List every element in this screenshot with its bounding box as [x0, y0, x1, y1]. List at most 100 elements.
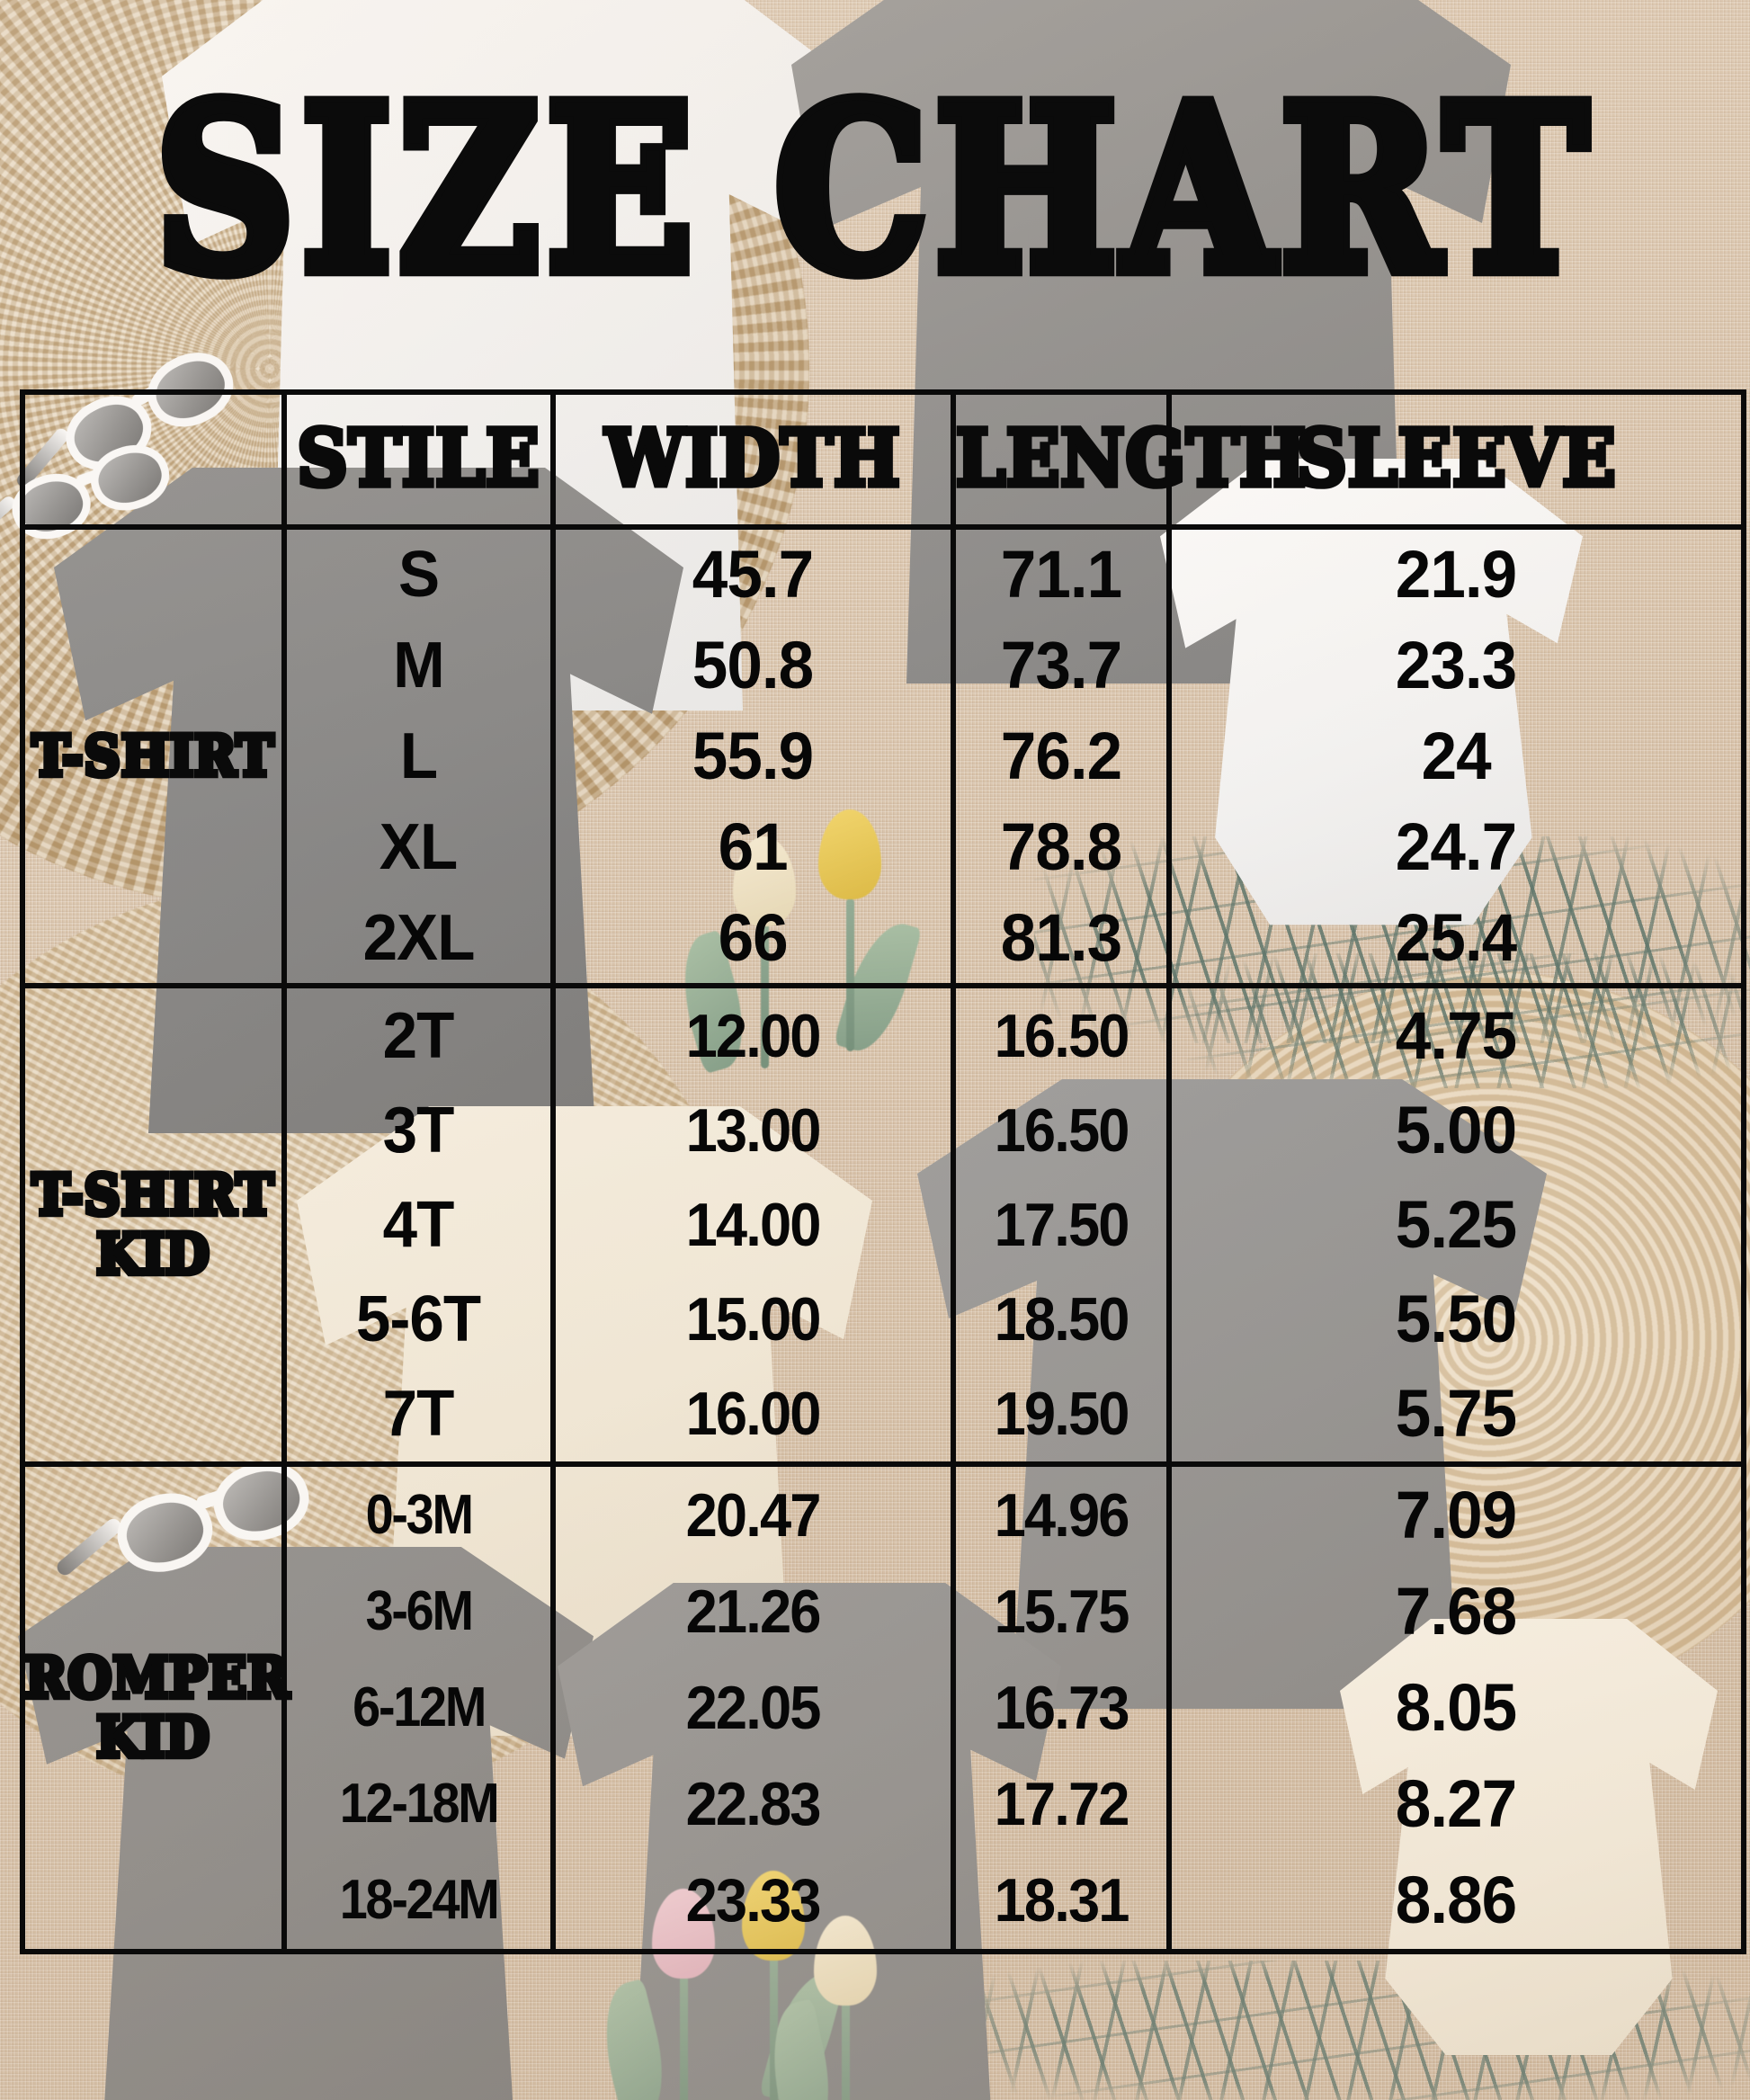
category-label: T-SHIRT KID: [30, 1162, 276, 1288]
sleeve-value: 5.50: [1396, 1282, 1517, 1357]
length-value: 15.75: [994, 1577, 1130, 1646]
length-cell-tshirt: 71.1 73.7 76.2 78.8 81.3: [951, 524, 1172, 988]
style-value: XL: [379, 810, 458, 883]
width-value: 22.83: [686, 1770, 822, 1839]
width-value: 55.9: [692, 718, 814, 793]
style-value: 18-24M: [339, 1869, 500, 1932]
style-value: 6-12M: [353, 1676, 487, 1738]
header-cell-category: [20, 389, 287, 530]
sleeve-value: 8.86: [1396, 1863, 1517, 1938]
header-cell-sleeve: SLEEVE: [1166, 389, 1746, 530]
style-value: 3T: [383, 1094, 455, 1166]
width-value: 15.00: [686, 1285, 822, 1354]
width-cell-romper-kid: 20.47 21.26 22.05 22.83 23.33: [550, 1461, 956, 1954]
length-value: 76.2: [1000, 718, 1122, 793]
style-value: M: [393, 630, 445, 702]
style-cell-romper-kid: 0-3M 3-6M 6-12M 12-18M 18-24M: [281, 1461, 556, 1954]
width-cell-tshirt: 45.7 50.8 55.9 61 66: [550, 524, 956, 988]
header-cell-width: WIDTH: [550, 389, 956, 530]
style-value: L: [399, 719, 438, 792]
sleeve-cell-tshirt: 21.9 23.3 24 24.7 25.4: [1166, 524, 1746, 988]
sleeve-value-list: 7.09 7.68 8.05 8.27 8.86: [1172, 1467, 1741, 1949]
width-value: 21.26: [686, 1577, 822, 1646]
size-chart-table: STILE WIDTH LENGTH SLEEVE T-SHIRT S M L: [20, 389, 1746, 1954]
length-value: 19.50: [994, 1380, 1130, 1449]
width-value: 66: [718, 899, 789, 975]
length-value: 17.50: [994, 1190, 1130, 1259]
header-label-style: STILE: [294, 414, 541, 505]
style-value: 0-3M: [365, 1483, 473, 1546]
sleeve-value: 21.9: [1396, 537, 1517, 612]
header-label-sleeve: SLEEVE: [1293, 414, 1618, 505]
category-cell-romper-kid: ROMPER KID: [20, 1461, 292, 1954]
length-value-list: 14.96 15.75 16.73 17.72 18.31: [956, 1467, 1166, 1949]
table-row: T-SHIRT KID 2T 3T 4T 5-6T 7T 12.00 13.00…: [20, 983, 1746, 1467]
length-value: 16.50: [994, 1095, 1130, 1165]
style-value: 3-6M: [365, 1579, 473, 1642]
width-value: 13.00: [686, 1095, 822, 1165]
category-cell-tshirt: T-SHIRT: [20, 524, 287, 988]
length-value-list: 16.50 16.50 17.50 18.50 19.50: [956, 988, 1166, 1461]
style-value: 7T: [383, 1378, 455, 1451]
sleeve-value: 4.75: [1396, 997, 1517, 1073]
style-value-list: S M L XL 2XL: [287, 530, 550, 983]
style-cell-tshirt: S M L XL 2XL: [281, 524, 556, 988]
sleeve-value: 5.00: [1396, 1092, 1517, 1167]
category-label: ROMPER KID: [22, 1645, 292, 1771]
width-value: 22.05: [686, 1673, 822, 1742]
length-value: 71.1: [1000, 537, 1122, 612]
header-cell-length: LENGTH: [951, 389, 1308, 530]
style-value: 4T: [383, 1188, 455, 1261]
length-value: 16.50: [994, 1001, 1130, 1070]
sleeve-value: 8.27: [1396, 1766, 1517, 1842]
length-cell-tshirt-kid: 16.50 16.50 17.50 18.50 19.50: [951, 983, 1172, 1467]
width-value: 23.33: [686, 1866, 822, 1935]
length-value: 16.73: [994, 1673, 1130, 1742]
width-value: 61: [718, 809, 789, 884]
length-value: 18.31: [994, 1866, 1130, 1935]
header-label-width: WIDTH: [603, 414, 902, 505]
width-value: 45.7: [692, 537, 814, 612]
style-value: S: [397, 539, 440, 612]
style-value: 2T: [383, 999, 455, 1072]
style-value-list: 0-3M 3-6M 6-12M 12-18M 18-24M: [287, 1467, 550, 1949]
style-value: 2XL: [362, 901, 476, 974]
style-value-list: 2T 3T 4T 5-6T 7T: [287, 988, 550, 1461]
width-value: 20.47: [686, 1480, 822, 1550]
length-value: 14.96: [994, 1480, 1130, 1550]
length-value: 18.50: [994, 1285, 1130, 1354]
width-value-list: 12.00 13.00 14.00 15.00 16.00: [556, 988, 951, 1461]
sleeve-value-list: 21.9 23.3 24 24.7 25.4: [1172, 530, 1741, 983]
sleeve-value: 25.4: [1396, 899, 1517, 975]
header-label-length: LENGTH: [953, 414, 1308, 505]
length-value: 78.8: [1000, 809, 1122, 884]
header-cell-style: STILE: [281, 389, 556, 530]
sleeve-value: 24: [1421, 718, 1492, 793]
width-value-list: 45.7 50.8 55.9 61 66: [556, 530, 951, 983]
length-value: 17.72: [994, 1770, 1130, 1839]
sleeve-value: 7.68: [1396, 1573, 1517, 1649]
width-value: 16.00: [686, 1380, 822, 1449]
table-row: ROMPER KID 0-3M 3-6M 6-12M 12-18M 18-24M…: [20, 1461, 1746, 1954]
category-label: T-SHIRT: [30, 723, 276, 790]
page-title: SIZE CHART: [149, 56, 1595, 324]
table-header-row: STILE WIDTH LENGTH SLEEVE: [20, 389, 1746, 530]
width-value: 50.8: [692, 628, 814, 703]
sleeve-value: 24.7: [1396, 809, 1517, 884]
style-value: 12-18M: [339, 1773, 500, 1836]
width-value: 14.00: [686, 1190, 822, 1259]
sleeve-value: 5.25: [1396, 1186, 1517, 1262]
width-cell-tshirt-kid: 12.00 13.00 14.00 15.00 16.00: [550, 983, 956, 1467]
length-cell-romper-kid: 14.96 15.75 16.73 17.72 18.31: [951, 1461, 1172, 1954]
style-value: 5-6T: [356, 1283, 481, 1356]
sleeve-value: 8.05: [1396, 1669, 1517, 1745]
category-cell-tshirt-kid: T-SHIRT KID: [20, 983, 287, 1467]
sleeve-value-list: 4.75 5.00 5.25 5.50 5.75: [1172, 988, 1741, 1461]
length-value-list: 71.1 73.7 76.2 78.8 81.3: [956, 530, 1166, 983]
sleeve-value: 23.3: [1396, 628, 1517, 703]
sleeve-value: 7.09: [1396, 1477, 1517, 1552]
sleeve-cell-tshirt-kid: 4.75 5.00 5.25 5.50 5.75: [1166, 983, 1746, 1467]
width-value-list: 20.47 21.26 22.05 22.83 23.33: [556, 1467, 951, 1949]
length-value: 73.7: [1000, 628, 1122, 703]
